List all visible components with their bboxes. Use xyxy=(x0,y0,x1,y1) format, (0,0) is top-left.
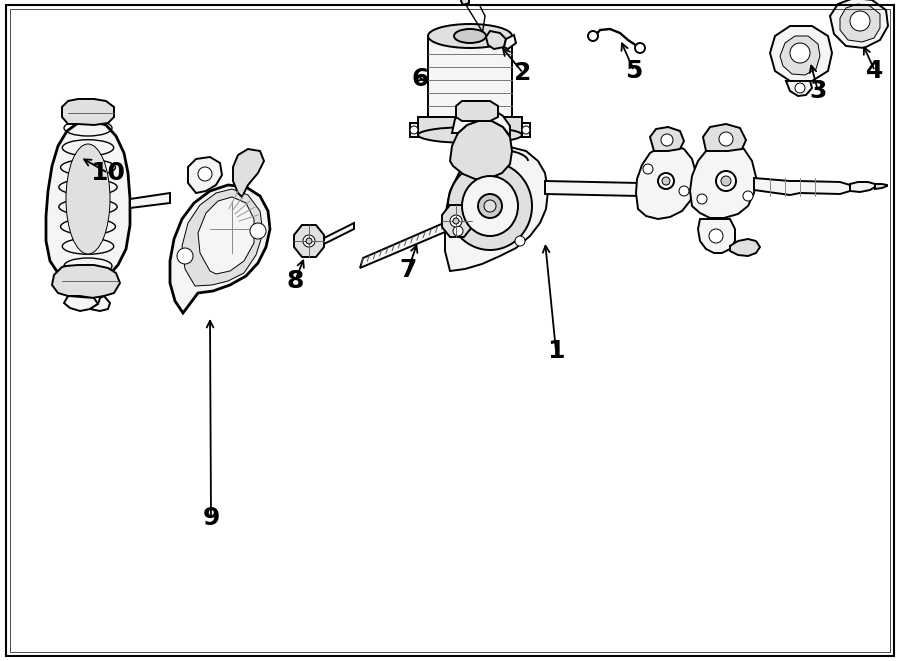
Polygon shape xyxy=(698,219,735,253)
Polygon shape xyxy=(703,124,746,151)
Circle shape xyxy=(306,238,312,244)
Polygon shape xyxy=(730,239,760,256)
Circle shape xyxy=(719,132,733,146)
Polygon shape xyxy=(786,81,812,96)
Polygon shape xyxy=(52,265,120,298)
Polygon shape xyxy=(188,157,222,193)
Ellipse shape xyxy=(448,162,532,250)
Circle shape xyxy=(716,171,736,191)
Polygon shape xyxy=(130,193,170,208)
Polygon shape xyxy=(504,35,516,49)
Circle shape xyxy=(697,194,707,204)
Circle shape xyxy=(453,226,463,236)
Polygon shape xyxy=(461,0,469,5)
Polygon shape xyxy=(90,296,110,311)
Polygon shape xyxy=(840,4,880,42)
Polygon shape xyxy=(650,127,684,151)
Polygon shape xyxy=(875,184,887,189)
Polygon shape xyxy=(636,145,696,219)
Circle shape xyxy=(198,167,212,181)
Circle shape xyxy=(250,223,266,239)
Polygon shape xyxy=(410,123,418,137)
Polygon shape xyxy=(62,99,114,125)
Circle shape xyxy=(515,236,525,246)
Polygon shape xyxy=(452,109,510,136)
Ellipse shape xyxy=(462,176,518,236)
Circle shape xyxy=(303,235,315,247)
Polygon shape xyxy=(754,178,850,195)
Polygon shape xyxy=(830,0,888,48)
Circle shape xyxy=(679,186,689,196)
Text: 5: 5 xyxy=(626,59,643,83)
Circle shape xyxy=(450,215,462,227)
Polygon shape xyxy=(64,296,98,311)
Text: 1: 1 xyxy=(547,339,565,363)
Polygon shape xyxy=(456,101,498,121)
Polygon shape xyxy=(850,182,875,192)
Ellipse shape xyxy=(418,127,522,143)
Polygon shape xyxy=(294,225,324,257)
Circle shape xyxy=(410,126,418,134)
Polygon shape xyxy=(322,223,354,245)
Polygon shape xyxy=(770,26,832,81)
Circle shape xyxy=(662,177,670,185)
Circle shape xyxy=(795,83,805,93)
Ellipse shape xyxy=(428,24,512,48)
Polygon shape xyxy=(418,117,522,137)
Polygon shape xyxy=(233,149,264,197)
Circle shape xyxy=(484,200,496,212)
Ellipse shape xyxy=(66,144,110,254)
Polygon shape xyxy=(450,121,512,179)
Ellipse shape xyxy=(790,43,810,63)
Circle shape xyxy=(661,134,673,146)
Polygon shape xyxy=(690,143,756,218)
Circle shape xyxy=(643,164,653,174)
Polygon shape xyxy=(445,147,548,271)
Polygon shape xyxy=(545,181,640,196)
Polygon shape xyxy=(182,189,263,286)
Polygon shape xyxy=(522,123,530,137)
Circle shape xyxy=(177,248,193,264)
Text: 9: 9 xyxy=(202,506,220,530)
Text: 2: 2 xyxy=(514,61,532,85)
Polygon shape xyxy=(486,31,506,49)
Polygon shape xyxy=(170,185,270,313)
Circle shape xyxy=(588,31,598,41)
Text: 8: 8 xyxy=(286,269,303,293)
Circle shape xyxy=(635,43,645,53)
Polygon shape xyxy=(46,121,130,280)
Circle shape xyxy=(743,191,753,201)
Polygon shape xyxy=(780,36,820,75)
Circle shape xyxy=(658,173,674,189)
Text: 3: 3 xyxy=(809,79,827,103)
Text: 4: 4 xyxy=(867,59,884,83)
Circle shape xyxy=(453,218,459,224)
Text: 10: 10 xyxy=(91,161,125,185)
Polygon shape xyxy=(360,219,453,268)
Circle shape xyxy=(709,229,723,243)
Text: 6: 6 xyxy=(411,67,428,91)
Ellipse shape xyxy=(454,29,486,43)
Circle shape xyxy=(478,194,502,218)
Polygon shape xyxy=(428,36,512,121)
Circle shape xyxy=(522,126,530,134)
Text: 7: 7 xyxy=(400,258,417,282)
Polygon shape xyxy=(442,205,472,237)
Ellipse shape xyxy=(850,11,870,31)
Circle shape xyxy=(721,176,731,186)
Polygon shape xyxy=(198,197,254,274)
